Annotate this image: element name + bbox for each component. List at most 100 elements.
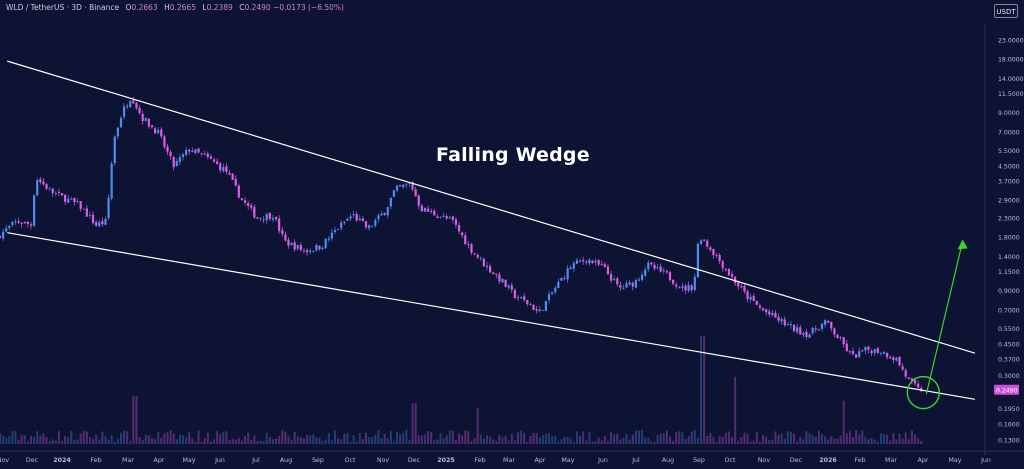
volume-bar	[82, 430, 85, 444]
volume-bar	[30, 435, 33, 444]
candle-body	[873, 348, 876, 353]
volume-bar	[138, 437, 141, 444]
volume-bar	[858, 434, 861, 444]
volume-bar	[225, 431, 228, 444]
candle-body	[8, 225, 11, 228]
candle-body	[650, 262, 653, 265]
price-tick-label: 9.0000	[998, 110, 1020, 117]
candle-body	[433, 210, 436, 216]
candle-body	[653, 264, 656, 269]
volume-bar	[873, 439, 876, 444]
volume-bar	[73, 439, 76, 444]
candle-body	[290, 242, 293, 245]
volume-bar	[147, 435, 150, 444]
candle-body	[551, 292, 554, 294]
volume-bar	[200, 441, 203, 444]
volume-bar	[64, 436, 67, 444]
volume-bar	[687, 436, 690, 444]
volume-bar	[36, 431, 39, 444]
volume-bar	[150, 438, 153, 444]
volume-bar	[796, 441, 799, 444]
candle-body	[405, 183, 408, 185]
time-axis[interactable]: Nov Dec 2024 Feb Mar Apr May Jun Jul Aug Sep Oct Nov…	[0, 450, 1024, 464]
candle-body	[557, 281, 560, 289]
volume-bar	[371, 436, 374, 444]
candle-body	[169, 151, 172, 157]
volume-bar	[315, 437, 318, 444]
candle-body	[321, 247, 324, 249]
candle-body	[126, 105, 129, 107]
candle-body	[535, 309, 538, 311]
volume-bar	[209, 441, 212, 444]
volume-bar	[610, 432, 613, 444]
candle-body	[175, 161, 178, 167]
volume-bar	[758, 441, 761, 444]
volume-bar	[836, 438, 839, 444]
volume-bar	[454, 439, 457, 444]
candle-body	[48, 187, 51, 189]
volume-bar	[637, 430, 640, 444]
candle-body	[181, 154, 185, 158]
time-tick-label: Jun	[980, 457, 991, 464]
candle-body	[337, 229, 340, 230]
candle-body	[39, 179, 42, 182]
volume-bar	[482, 438, 485, 444]
candle-body	[386, 207, 389, 216]
volume-bar	[2, 435, 5, 444]
volume-bar	[833, 438, 836, 444]
volume-bar	[467, 430, 470, 444]
volume-bar	[473, 438, 476, 444]
volume-bar	[656, 434, 659, 444]
volume-bar	[256, 441, 259, 444]
volume-bar	[206, 432, 209, 444]
time-tick-label: Mar	[885, 457, 897, 464]
volume-bar	[861, 430, 864, 444]
volume-bar	[368, 436, 371, 444]
price-tick-label: 0.7000	[998, 307, 1020, 314]
candle-body	[644, 269, 647, 276]
candle-body	[746, 291, 749, 299]
volume-bar	[479, 434, 482, 444]
volume-bar	[458, 433, 461, 444]
volume-bar	[442, 438, 445, 444]
volume-bar	[172, 433, 175, 444]
volume-bar	[383, 434, 386, 444]
candle-body	[129, 100, 132, 108]
candle-body	[318, 245, 321, 250]
volume-bar	[45, 437, 48, 444]
volume-bar	[17, 440, 20, 444]
volume-bar	[678, 431, 681, 444]
volume-bar	[296, 436, 299, 444]
volume-bar	[706, 435, 709, 444]
candle-body	[5, 228, 8, 232]
candle-body	[622, 287, 625, 289]
volume-bar	[389, 431, 392, 444]
currency-button[interactable]: USDT	[994, 4, 1018, 18]
candle-body	[451, 216, 454, 220]
volume-bar	[42, 433, 45, 444]
volume-bar	[771, 439, 774, 444]
time-tick-label: Mar	[503, 457, 515, 464]
candle-body	[771, 312, 774, 316]
volume-bar	[672, 440, 675, 444]
volume-bar	[647, 437, 650, 444]
price-tick-label: 7.0000	[998, 129, 1020, 136]
volume-bar	[203, 438, 206, 444]
volume-bar	[743, 432, 746, 444]
candle-body	[727, 268, 731, 276]
volume-bar	[33, 436, 36, 444]
candle-body	[895, 357, 898, 361]
volume-bar	[755, 431, 758, 444]
volume-bar	[724, 432, 727, 444]
volume-bar	[302, 438, 305, 444]
candle-body	[14, 220, 17, 222]
time-tick-label: Feb	[854, 457, 865, 464]
volume-bar	[299, 437, 302, 444]
volume-bar	[749, 441, 752, 444]
candle-body	[355, 213, 358, 221]
volume-bar	[867, 439, 870, 444]
price-tick-label: 0.9000	[998, 288, 1020, 295]
price-axis[interactable]: 23.0000 18.0000 14.0000 11.5000 9.0000 7.0000…	[984, 24, 1024, 455]
volume-bar	[420, 435, 423, 444]
